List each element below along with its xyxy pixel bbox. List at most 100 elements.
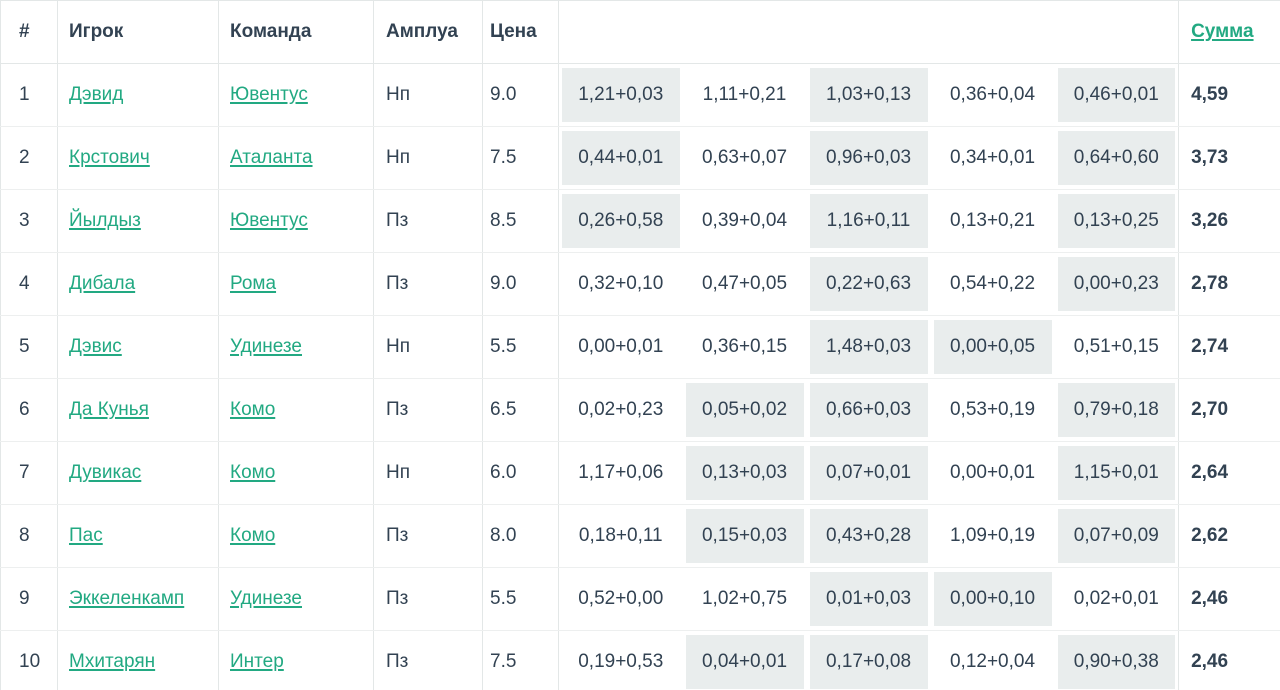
header-sum: Сумма	[1178, 0, 1280, 64]
table-row: 10 Мхитарян Интер Пз 7.5 0,19+0,53 0,04+0…	[0, 630, 1280, 690]
rank-cell: 3	[0, 189, 58, 253]
team-link[interactable]: Рома	[230, 273, 277, 294]
value-cell: 1,02+0,75	[682, 567, 807, 631]
price-cell: 6.0	[482, 441, 559, 505]
value-cell: 0,36+0,04	[930, 63, 1055, 127]
team-link[interactable]: Удинезе	[230, 336, 302, 357]
sum-cell: 2,62	[1178, 504, 1280, 568]
value-cell: 0,36+0,15	[682, 315, 807, 379]
team-cell: Интер	[218, 630, 374, 690]
sum-cell: 3,26	[1178, 189, 1280, 253]
player-link[interactable]: Дувикас	[69, 462, 142, 483]
team-cell: Аталанта	[218, 126, 374, 190]
team-cell: Удинезе	[218, 567, 374, 631]
value-cell: 0,51+0,15	[1054, 315, 1179, 379]
team-link[interactable]: Комо	[230, 462, 276, 483]
team-link[interactable]: Интер	[230, 651, 284, 672]
team-cell: Рома	[218, 252, 374, 316]
header-team: Команда	[218, 0, 374, 64]
team-cell: Комо	[218, 504, 374, 568]
team-link[interactable]: Комо	[230, 399, 276, 420]
table-row: 6 Да Кунья Комо Пз 6.5 0,02+0,23 0,05+0,0…	[0, 378, 1280, 442]
value-cell: 0,05+0,02	[682, 378, 807, 442]
sum-sort-link[interactable]: Сумма	[1191, 21, 1254, 42]
team-link[interactable]: Аталанта	[230, 147, 313, 168]
team-link[interactable]: Комо	[230, 525, 276, 546]
header-rank: #	[0, 0, 58, 64]
player-link[interactable]: Пас	[69, 525, 103, 546]
value-cell: 0,00+0,01	[930, 441, 1055, 505]
value-cell: 1,16+0,11	[806, 189, 931, 253]
price-cell: 6.5	[482, 378, 559, 442]
team-link[interactable]: Ювентус	[230, 84, 308, 105]
player-cell: Дибала	[57, 252, 219, 316]
rank-cell: 9	[0, 567, 58, 631]
header-row: # Игрок Команда Амплуа Цена Сумма	[0, 0, 1280, 64]
player-link[interactable]: Крстович	[69, 147, 150, 168]
value-cell: 1,03+0,13	[806, 63, 931, 127]
table-row: 3 Йылдыз Ювентус Пз 8.5 0,26+0,58 0,39+0,…	[0, 189, 1280, 253]
value-cell: 1,15+0,01	[1054, 441, 1179, 505]
role-cell: Пз	[373, 567, 483, 631]
price-cell: 5.5	[482, 315, 559, 379]
team-link[interactable]: Удинезе	[230, 588, 302, 609]
value-cell: 0,26+0,58	[558, 189, 683, 253]
role-cell: Пз	[373, 189, 483, 253]
player-link[interactable]: Эккеленкамп	[69, 588, 185, 609]
value-cell: 0,00+0,05	[930, 315, 1055, 379]
value-cell: 0,43+0,28	[806, 504, 931, 568]
value-cell: 1,09+0,19	[930, 504, 1055, 568]
table-row: 9 Эккеленкамп Удинезе Пз 5.5 0,52+0,00 1,…	[0, 567, 1280, 631]
player-link[interactable]: Дэвис	[69, 336, 122, 357]
player-cell: Эккеленкамп	[57, 567, 219, 631]
sum-cell: 2,46	[1178, 630, 1280, 690]
value-cell: 0,02+0,01	[1054, 567, 1179, 631]
price-cell: 9.0	[482, 63, 559, 127]
value-cell: 0,18+0,11	[558, 504, 683, 568]
price-cell: 9.0	[482, 252, 559, 316]
value-cell: 0,90+0,38	[1054, 630, 1179, 690]
team-cell: Ювентус	[218, 189, 374, 253]
value-cell: 0,00+0,23	[1054, 252, 1179, 316]
value-cell: 0,13+0,21	[930, 189, 1055, 253]
player-cell: Йылдыз	[57, 189, 219, 253]
team-link[interactable]: Ювентус	[230, 210, 308, 231]
price-cell: 7.5	[482, 126, 559, 190]
sum-cell: 2,70	[1178, 378, 1280, 442]
value-cell: 1,48+0,03	[806, 315, 931, 379]
rank-cell: 8	[0, 504, 58, 568]
table-row: 4 Дибала Рома Пз 9.0 0,32+0,10 0,47+0,05 0…	[0, 252, 1280, 316]
sum-cell: 4,59	[1178, 63, 1280, 127]
value-cell: 0,00+0,01	[558, 315, 683, 379]
table-row: 2 Крстович Аталанта Нп 7.5 0,44+0,01 0,63…	[0, 126, 1280, 190]
rank-cell: 7	[0, 441, 58, 505]
player-link[interactable]: Йылдыз	[69, 210, 141, 231]
table-body: 1 Дэвид Ювентус Нп 9.0 1,21+0,03 1,11+0,2…	[0, 63, 1280, 690]
team-cell: Удинезе	[218, 315, 374, 379]
price-cell: 5.5	[482, 567, 559, 631]
value-cell: 1,17+0,06	[558, 441, 683, 505]
value-cell: 0,07+0,09	[1054, 504, 1179, 568]
value-cell: 0,66+0,03	[806, 378, 931, 442]
team-cell: Комо	[218, 378, 374, 442]
value-cell: 0,54+0,22	[930, 252, 1055, 316]
value-cell: 0,52+0,00	[558, 567, 683, 631]
value-cell: 0,13+0,25	[1054, 189, 1179, 253]
player-link[interactable]: Дэвид	[69, 84, 124, 105]
value-cell: 0,44+0,01	[558, 126, 683, 190]
role-cell: Пз	[373, 630, 483, 690]
header-role: Амплуа	[373, 0, 483, 64]
rank-cell: 10	[0, 630, 58, 690]
table-row: 1 Дэвид Ювентус Нп 9.0 1,21+0,03 1,11+0,2…	[0, 63, 1280, 127]
player-link[interactable]: Да Кунья	[69, 399, 149, 420]
player-link[interactable]: Дибала	[69, 273, 136, 294]
value-cell: 0,53+0,19	[930, 378, 1055, 442]
price-cell: 7.5	[482, 630, 559, 690]
sum-cell: 2,78	[1178, 252, 1280, 316]
player-link[interactable]: Мхитарян	[69, 651, 156, 672]
value-cell: 0,64+0,60	[1054, 126, 1179, 190]
rank-cell: 2	[0, 126, 58, 190]
rank-cell: 4	[0, 252, 58, 316]
